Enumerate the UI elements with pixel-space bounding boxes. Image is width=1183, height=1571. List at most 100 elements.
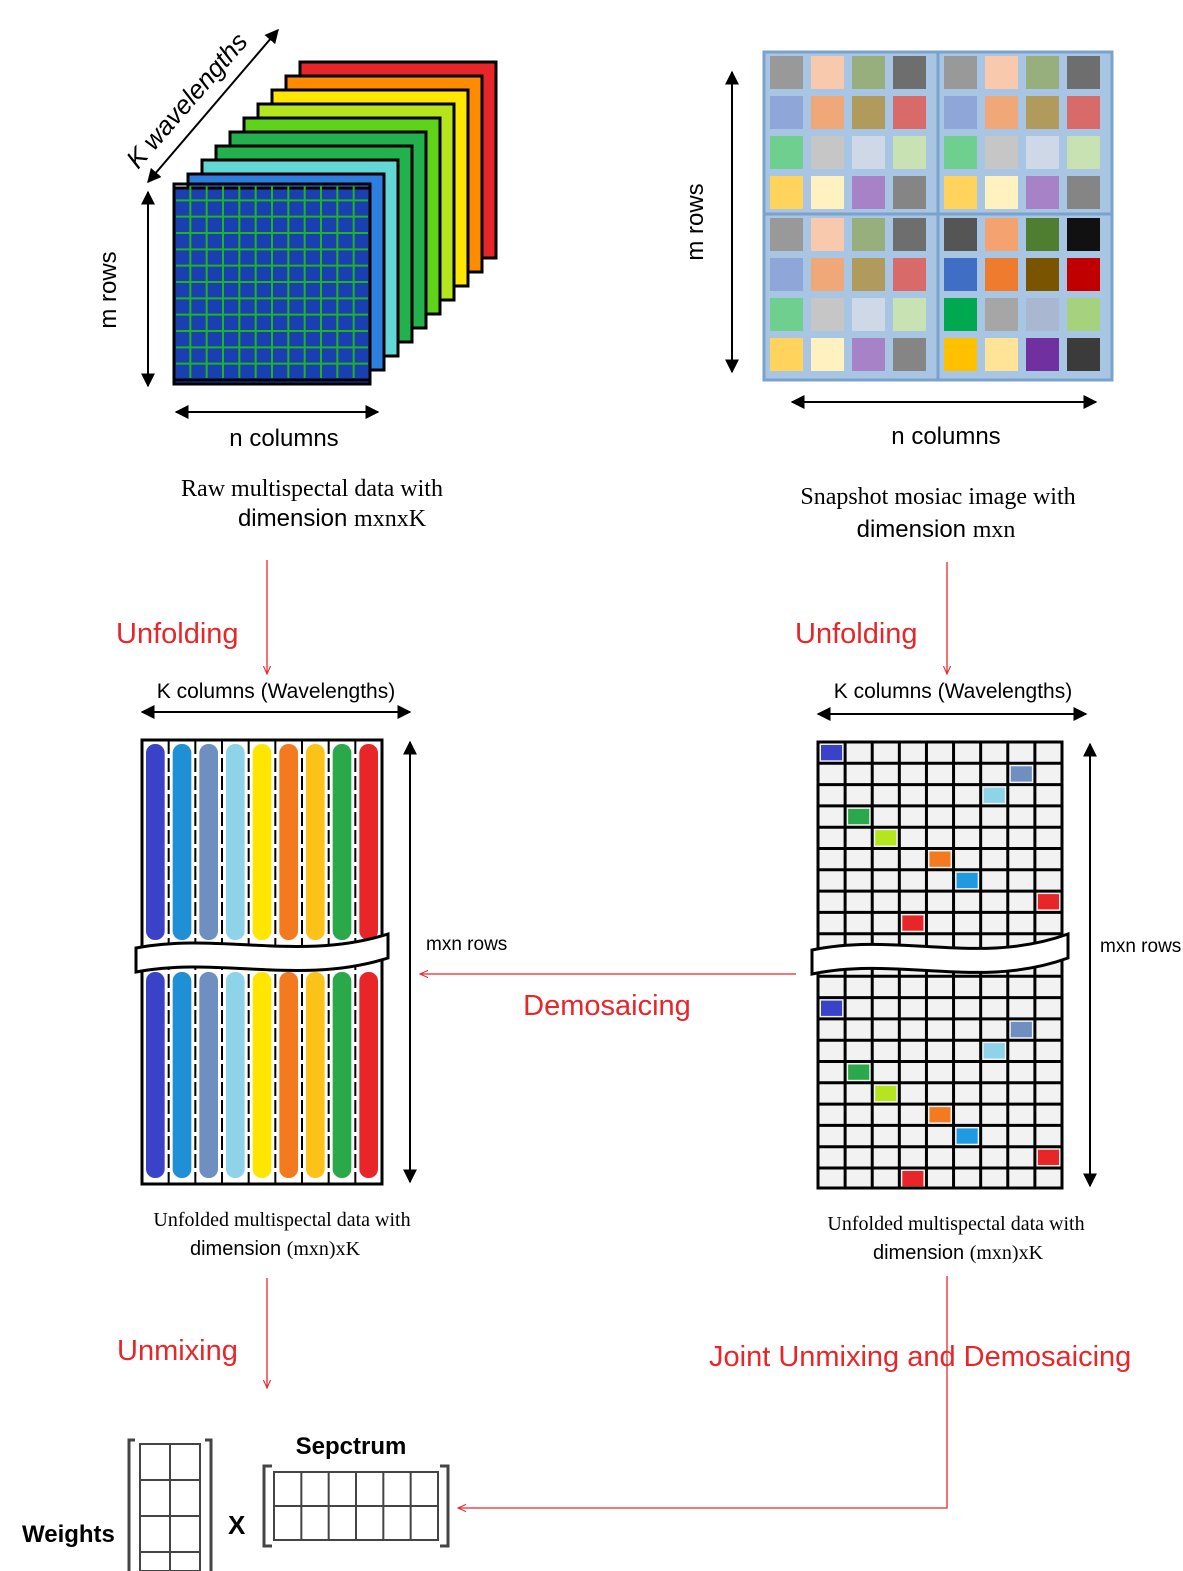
n-columns-label-left: n columns xyxy=(229,425,338,452)
unfolded-band-matrix xyxy=(136,740,388,1184)
unfolded-caption-right-dimension-word: dimension xyxy=(873,1242,964,1264)
mosaic-pixel xyxy=(811,298,844,331)
mosaic-pixel xyxy=(852,96,885,129)
mosaic-pixel xyxy=(1026,298,1059,331)
band-column-top xyxy=(253,744,272,940)
sparse-colored-cell xyxy=(821,1001,842,1016)
band-column-top xyxy=(279,744,298,940)
mosaic-pixel xyxy=(811,258,844,291)
mosaic-pixel xyxy=(770,298,803,331)
unfolded-caption-left-dimension-word: dimension xyxy=(190,1238,281,1260)
mosaic-pixel xyxy=(944,136,977,169)
mosaic-pixel xyxy=(770,218,803,251)
mosaic-pixel xyxy=(770,338,803,371)
mosaic-pixel xyxy=(1026,96,1059,129)
band-column-top xyxy=(146,744,165,940)
mosaic-pixel xyxy=(1067,136,1100,169)
mosaic-pixel xyxy=(852,176,885,209)
mosaic-pixel xyxy=(852,218,885,251)
mosaic-pixel xyxy=(893,258,926,291)
m-rows-label-left: m rows xyxy=(95,251,122,328)
unfolded-caption-left-line2: dimension (mxn)xK xyxy=(190,1238,361,1260)
snapshot-mosaic xyxy=(764,52,1112,380)
sparse-colored-cell xyxy=(1011,1022,1032,1037)
mosaic-pixel xyxy=(985,218,1018,251)
mosaic-pixel xyxy=(811,56,844,89)
weights-label: Weights xyxy=(22,1521,115,1548)
mosaic-pixel xyxy=(944,218,977,251)
mosaic-pixel xyxy=(893,96,926,129)
snapshot-caption-dimension-word: dimension xyxy=(857,516,966,543)
mosaic-pixel xyxy=(770,56,803,89)
spectrum-bracket-left xyxy=(264,1466,272,1546)
mosaic-pixel xyxy=(944,338,977,371)
sparse-colored-cell xyxy=(957,873,978,888)
band-column-bottom xyxy=(306,972,325,1178)
mosaic-pixel xyxy=(944,258,977,291)
mosaic-pixel xyxy=(893,176,926,209)
snapshot-caption-line1: Snapshot mosiac image with xyxy=(800,484,1075,510)
k-columns-label-left: K columns (Wavelengths) xyxy=(157,680,395,703)
spectrum-matrix xyxy=(264,1466,448,1546)
sparse-colored-cell xyxy=(821,745,842,760)
joint-label: Joint Unmixing and Demosaicing xyxy=(709,1341,1131,1373)
mosaic-pixel xyxy=(1026,338,1059,371)
mosaic-pixel xyxy=(811,96,844,129)
sparse-colored-cell xyxy=(875,1086,896,1101)
band-column-top xyxy=(199,744,218,940)
mosaic-pixel xyxy=(852,136,885,169)
band-column-top xyxy=(226,744,245,940)
mosaic-pixel xyxy=(893,298,926,331)
unfolded-caption-right-line1: Unfolded multispectal data with xyxy=(827,1213,1084,1235)
snapshot-caption-dimension-value: mxn xyxy=(973,517,1016,543)
mosaic-pixel xyxy=(985,56,1018,89)
k-columns-label-right: K columns (Wavelengths) xyxy=(834,680,1072,703)
sparse-colored-cell xyxy=(875,830,896,845)
mosaic-pixel xyxy=(985,176,1018,209)
band-column-bottom xyxy=(226,972,245,1178)
mosaic-pixel xyxy=(811,136,844,169)
mosaic-pixel xyxy=(985,136,1018,169)
mosaic-pixel xyxy=(1067,258,1100,291)
mosaic-pixel xyxy=(1026,136,1059,169)
mosaic-pixel xyxy=(852,298,885,331)
band-column-bottom xyxy=(199,972,218,1178)
band-column-bottom xyxy=(146,972,165,1178)
sparse-colored-cell xyxy=(1011,766,1032,781)
n-columns-label-right: n columns xyxy=(891,423,1000,450)
mosaic-pixel xyxy=(1067,338,1100,371)
mosaic-pixel xyxy=(1026,218,1059,251)
weights-matrix xyxy=(129,1440,211,1571)
unfolding-label-left: Unfolding xyxy=(116,618,239,650)
mosaic-pixel xyxy=(852,338,885,371)
unfolded-caption-right-dimension-value: (mxn)xK xyxy=(970,1242,1044,1264)
band-column-top xyxy=(359,744,378,940)
mosaic-pixel xyxy=(1026,176,1059,209)
snapshot-caption-line2: dimension mxn xyxy=(857,516,1016,543)
times-symbol: X xyxy=(228,1510,246,1540)
m-rows-label-right: m rows xyxy=(682,183,709,260)
band-column-bottom xyxy=(253,972,272,1178)
unfolded-caption-left-dimension-value: (mxn)xK xyxy=(287,1238,361,1260)
spectrum-bracket-right xyxy=(440,1466,448,1546)
band-column-top xyxy=(173,744,192,940)
sparse-colored-cell xyxy=(929,1107,950,1122)
sparse-colored-cell xyxy=(1038,894,1059,909)
mosaic-pixel xyxy=(985,96,1018,129)
mosaic-pixel xyxy=(944,56,977,89)
unfolded-caption-right-line2: dimension (mxn)xK xyxy=(873,1242,1044,1264)
mosaic-pixel xyxy=(1067,298,1100,331)
sparse-colored-cell xyxy=(929,852,950,867)
mosaic-pixel xyxy=(893,218,926,251)
mosaic-pixel xyxy=(811,176,844,209)
mosaic-pixel xyxy=(852,258,885,291)
joint-arrow xyxy=(458,1276,947,1508)
sparse-colored-cell xyxy=(957,1128,978,1143)
mosaic-pixel xyxy=(1026,56,1059,89)
mosaic-pixel xyxy=(1067,218,1100,251)
unmixing-label: Unmixing xyxy=(117,1335,238,1367)
mosaic-pixel xyxy=(893,56,926,89)
band-column-bottom xyxy=(173,972,192,1178)
unfolded-caption-left-line1: Unfolded multispectal data with xyxy=(153,1209,410,1231)
mosaic-pixel xyxy=(985,298,1018,331)
